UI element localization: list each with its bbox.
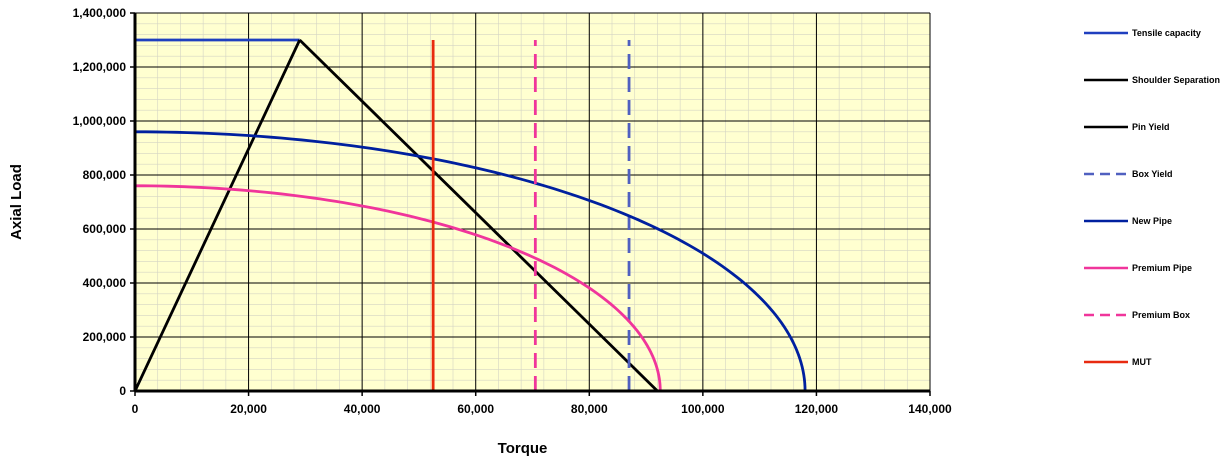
y-tick-label: 0	[119, 384, 126, 398]
plot-background	[135, 13, 930, 391]
legend-label-new-pipe: New Pipe	[1132, 216, 1172, 226]
y-tick-label: 1,400,000	[73, 6, 127, 20]
y-tick-label: 600,000	[83, 222, 127, 236]
legend-label-mut: MUT	[1132, 357, 1152, 367]
x-tick-label: 20,000	[230, 402, 267, 416]
legend-label-premium-pipe: Premium Pipe	[1132, 263, 1192, 273]
series-layer	[133, 38, 807, 392]
x-tick-label: 40,000	[344, 402, 381, 416]
y-tick-label: 200,000	[83, 330, 127, 344]
x-tick-label: 0	[132, 402, 139, 416]
legend-label-tensile-capacity: Tensile capacity	[1132, 28, 1201, 38]
series-line-shoulder-separation	[133, 39, 301, 392]
x-tick-label: 80,000	[571, 402, 608, 416]
legend: Tensile capacity Shoulder Separation Pin Y…	[1084, 28, 1220, 367]
ticks-layer: 0 20,000 40,000 60,000 80,000 100,000 120,000 1…	[73, 6, 952, 416]
axes-layer	[133, 12, 931, 393]
series-line-new-pipe	[134, 130, 807, 392]
y-axis-title: Axial Load	[8, 164, 25, 240]
legend-label-box-yield: Box Yield	[1132, 169, 1173, 179]
y-tick-label: 1,200,000	[73, 60, 127, 74]
legend-label-shoulder-separation: Shoulder Separation	[1132, 75, 1220, 85]
y-tick-label: 800,000	[83, 168, 127, 182]
legend-label-pin-yield: Pin Yield	[1132, 122, 1170, 132]
y-tick-label: 1,000,000	[73, 114, 127, 128]
x-tick-label: 140,000	[908, 402, 952, 416]
major-grid	[135, 12, 931, 391]
series-line-pin-yield	[298, 39, 659, 392]
x-tick-label: 60,000	[457, 402, 494, 416]
y-tick-label: 400,000	[83, 276, 127, 290]
x-tick-label: 120,000	[795, 402, 839, 416]
x-tick-label: 100,000	[681, 402, 725, 416]
series-line-premium-pipe	[134, 184, 662, 392]
x-axis-title: Torque	[498, 440, 548, 457]
legend-label-premium-box: Premium Box	[1132, 310, 1190, 320]
